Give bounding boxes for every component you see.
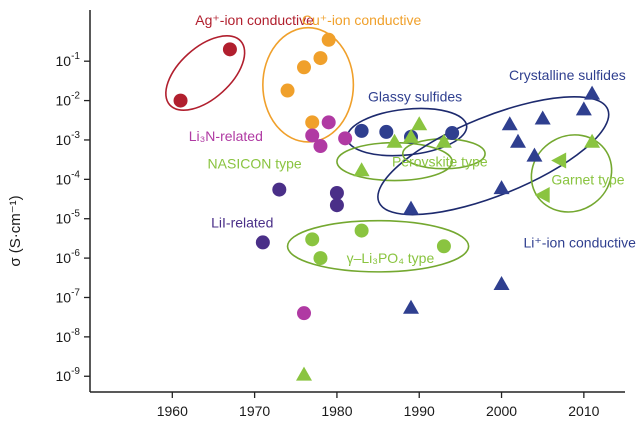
y-tick-label--4: 10-4 [56,169,81,187]
point-blue-triangle-up-8 [575,101,592,116]
x-tick-label-1960: 1960 [157,403,188,419]
point-li3n-circle-0 [305,128,320,143]
point-green-triangle-up-1 [353,162,370,177]
point-lii-circle-2 [329,185,344,200]
point-blue-circle-0 [354,123,369,138]
annotation-4: LiI-related [211,215,273,231]
y-tick-label--1: 10-1 [56,51,81,69]
data-points [173,32,601,381]
point-blue-triangle-up-0 [403,299,419,314]
group-ellipse-7 [286,219,470,273]
point-green-triangle-up-0 [296,366,312,381]
point-green-circle-2 [354,223,369,238]
point-green-triangle-up-4 [411,116,428,131]
annotation-6: Crystalline sulfides [509,67,626,83]
point-cu-circle-0 [280,83,295,98]
annotation-9: Li⁺-ion conductive [524,234,637,250]
point-green-triangle-up-6 [584,133,601,148]
annotation-7: Perovskite type [392,154,488,170]
y-tick-label--5: 10-5 [56,209,81,227]
point-lii-circle-1 [255,235,270,250]
axes: 1960 1970 1980 1990 2000 2010 10-1 10-2 10-3 10-4… [56,10,625,419]
y-tick-label--3: 10-3 [56,130,81,148]
x-tick-label-2010: 2010 [568,403,599,419]
point-li3n-circle-1 [313,139,328,154]
point-cu-circle-4 [305,115,320,130]
y-tick-label--7: 10-7 [56,287,81,305]
x-tick-label-1970: 1970 [239,403,270,419]
y-axis-label: σ (S·cm⁻¹) [7,195,24,266]
y-tick-label--9: 10-9 [56,366,81,384]
point-blue-circle-3 [445,126,460,141]
group-ellipse-0 [165,35,246,111]
point-blue-triangle-up-3 [493,180,510,195]
annotation-1: Cu⁺-ion conductive [302,12,422,28]
point-green-triangle-up-5 [435,133,452,148]
annotation-3: NASICON type [208,156,302,172]
group-ellipses [165,26,613,273]
point-li3n-circle-2 [321,115,336,130]
y-tick-label--8: 10-8 [56,327,81,345]
point-green-circle-1 [313,251,328,266]
point-green-triangle-left-1 [534,187,550,204]
point-ag-circle-0 [173,93,188,108]
annotation-5: Glassy sulfides [368,89,462,105]
point-li3n-circle-3 [338,131,353,146]
x-tick-label-1990: 1990 [404,403,435,419]
point-blue-triangle-up-5 [510,133,526,148]
point-ag-circle-1 [222,42,237,57]
point-blue-triangle-up-7 [534,110,551,125]
point-blue-triangle-up-4 [501,116,518,131]
annotation-2: Li₃N-related [189,128,263,144]
y-tick-label--2: 10-2 [56,91,81,109]
point-green-circle-0 [305,232,320,247]
point-lii-circle-3 [329,198,344,213]
point-lii-circle-0 [272,182,287,197]
point-cu-circle-2 [313,51,328,66]
group-ellipse-1 [262,26,355,143]
annotation-0: Ag⁺-ion conductive [195,12,314,28]
point-cu-circle-1 [297,60,311,75]
point-blue-triangle-up-2 [493,275,510,290]
point-cu-circle-3 [321,32,336,47]
annotation-8: Garnet type [551,171,624,187]
point-li3n-circle-4 [297,306,311,321]
point-green-circle-3 [436,239,451,254]
x-tick-label-2000: 2000 [486,403,517,419]
x-tick-label-1980: 1980 [321,403,352,419]
point-blue-triangle-up-9 [584,85,601,100]
annotation-10: γ–Li₃PO₄ type [347,250,435,266]
point-green-triangle-up-3 [403,128,419,143]
y-tick-label--6: 10-6 [56,248,81,266]
point-blue-triangle-up-6 [526,147,543,162]
point-green-triangle-up-2 [386,133,403,148]
point-blue-triangle-up-1 [403,200,419,215]
point-green-triangle-left-0 [551,152,567,169]
point-blue-circle-1 [379,124,394,139]
